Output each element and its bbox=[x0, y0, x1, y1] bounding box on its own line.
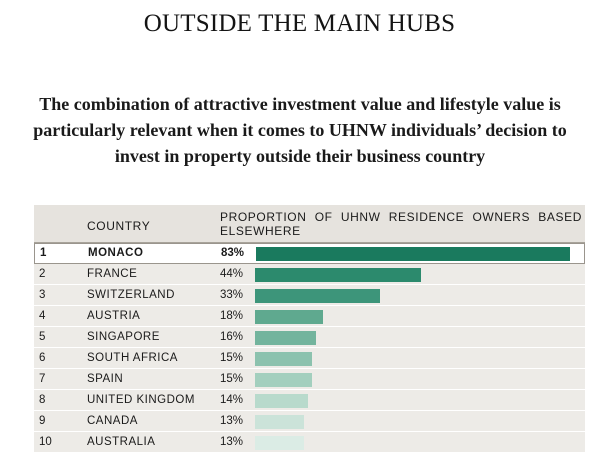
bar bbox=[255, 268, 422, 282]
country-cell: FRANCE bbox=[87, 268, 138, 280]
table-row: 9 CANADA 13% bbox=[34, 411, 585, 432]
table-row: 7 SPAIN 15% bbox=[34, 369, 585, 390]
country-cell: CANADA bbox=[87, 415, 138, 427]
table-row: 10 AUSTRALIA 13% bbox=[34, 432, 585, 453]
value-label: 15% bbox=[220, 352, 244, 364]
country-cell: SPAIN bbox=[87, 373, 124, 385]
rank-cell: 4 bbox=[39, 310, 46, 322]
country-cell: AUSTRALIA bbox=[87, 436, 156, 448]
value-label: 14% bbox=[220, 394, 244, 406]
bar bbox=[255, 289, 380, 303]
rank-cell: 2 bbox=[39, 268, 46, 280]
bar bbox=[255, 310, 324, 324]
header-proportion: PROPORTION OF UHNW RESIDENCE OWNERS BASE… bbox=[220, 210, 582, 238]
bar bbox=[255, 352, 312, 366]
rank-cell: 3 bbox=[39, 289, 46, 301]
value-label: 18% bbox=[220, 310, 244, 322]
rank-cell: 8 bbox=[39, 394, 46, 406]
bar bbox=[255, 436, 305, 450]
rank-cell: 5 bbox=[39, 331, 46, 343]
table-row: 6 SOUTH AFRICA 15% bbox=[34, 348, 585, 369]
header-country: COUNTRY bbox=[87, 219, 151, 233]
subtitle: The combination of attractive investment… bbox=[33, 94, 567, 166]
country-cell: UNITED KINGDOM bbox=[87, 394, 195, 406]
bar bbox=[255, 394, 308, 408]
rank-cell: 9 bbox=[39, 415, 46, 427]
table-row: 5 SINGAPORE 16% bbox=[34, 327, 585, 348]
table-row: 4 AUSTRIA 18% bbox=[34, 306, 585, 327]
page-title: OUTSIDE THE MAIN HUBS bbox=[143, 10, 456, 37]
bar bbox=[255, 415, 305, 429]
bar bbox=[255, 373, 312, 387]
value-label: 13% bbox=[220, 436, 244, 448]
table-row: 2 FRANCE 44% bbox=[34, 264, 585, 285]
rank-cell: 1 bbox=[40, 247, 47, 259]
rank-cell: 10 bbox=[39, 436, 52, 448]
table-row: 3 SWITZERLAND 33% bbox=[34, 285, 585, 306]
ranking-table: COUNTRY PROPORTION OF UHNW RESIDENCE OWN… bbox=[34, 205, 585, 453]
value-label: 16% bbox=[220, 331, 244, 343]
bar bbox=[255, 331, 316, 345]
rank-cell: 7 bbox=[39, 373, 46, 385]
table-body: 1 MONACO 83% 2 FRANCE 44% 3 SWITZERLAND 33% 4 AUST… bbox=[34, 243, 585, 453]
value-label: 83% bbox=[221, 247, 245, 259]
value-label: 15% bbox=[220, 373, 244, 385]
value-label: 13% bbox=[220, 415, 244, 427]
value-label: 44% bbox=[220, 268, 244, 280]
country-cell: MONACO bbox=[88, 247, 144, 259]
country-cell: SOUTH AFRICA bbox=[87, 352, 178, 364]
value-label: 33% bbox=[220, 289, 244, 301]
bar bbox=[256, 247, 570, 261]
table-row: 8 UNITED KINGDOM 14% bbox=[34, 390, 585, 411]
rank-cell: 6 bbox=[39, 352, 46, 364]
country-cell: AUSTRIA bbox=[87, 310, 141, 322]
table-header: COUNTRY PROPORTION OF UHNW RESIDENCE OWN… bbox=[34, 205, 585, 243]
table-row: 1 MONACO 83% bbox=[34, 243, 585, 264]
country-cell: SWITZERLAND bbox=[87, 289, 175, 301]
country-cell: SINGAPORE bbox=[87, 331, 160, 343]
